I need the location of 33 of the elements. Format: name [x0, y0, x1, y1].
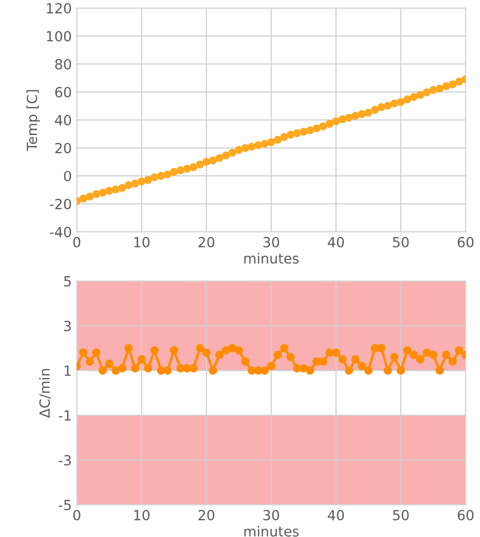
- y-tick-label: -40: [50, 226, 72, 238]
- x-tick-label: 30: [263, 236, 280, 248]
- y-tick-label: 3: [64, 320, 71, 332]
- x-tick-label: 30: [263, 510, 280, 520]
- y-tick-label: 100: [46, 30, 72, 42]
- x-tick-label: 0: [73, 510, 80, 520]
- y-tick-label: 1: [64, 366, 71, 376]
- x-tick-label: 20: [198, 510, 214, 520]
- x-tick-label: 10: [134, 510, 150, 520]
- y-tick-label: -1: [58, 410, 71, 421]
- y-tick-label: -5: [58, 500, 71, 510]
- x-tick-label: 50: [393, 510, 409, 520]
- y-tick-label: 0: [64, 170, 72, 182]
- x-axis-title: minutes: [244, 526, 299, 537]
- y-axis-title: Temp [C]: [26, 90, 40, 151]
- y-tick-label: -3: [58, 455, 71, 466]
- x-tick-label: 60: [458, 236, 474, 248]
- x-tick-label: 20: [198, 236, 214, 248]
- y-tick-label: 40: [54, 114, 72, 126]
- y-axis-title: ΔC/min: [39, 369, 51, 418]
- y-tick-label: 20: [55, 142, 72, 154]
- y-tick-label: -20: [50, 198, 72, 210]
- x-tick-label: 0: [73, 236, 80, 248]
- x-tick-label: 10: [134, 236, 150, 248]
- y-tick-label: 5: [64, 276, 71, 287]
- x-axis-title: minutes: [244, 252, 299, 264]
- x-tick-label: 50: [393, 236, 409, 248]
- y-tick-label: 60: [55, 86, 72, 98]
- y-tick-label: 120: [46, 3, 72, 14]
- y-tick-label: 80: [55, 58, 72, 70]
- x-tick-label: 60: [458, 510, 474, 520]
- x-tick-label: 40: [328, 510, 344, 520]
- x-tick-label: 40: [328, 236, 344, 248]
